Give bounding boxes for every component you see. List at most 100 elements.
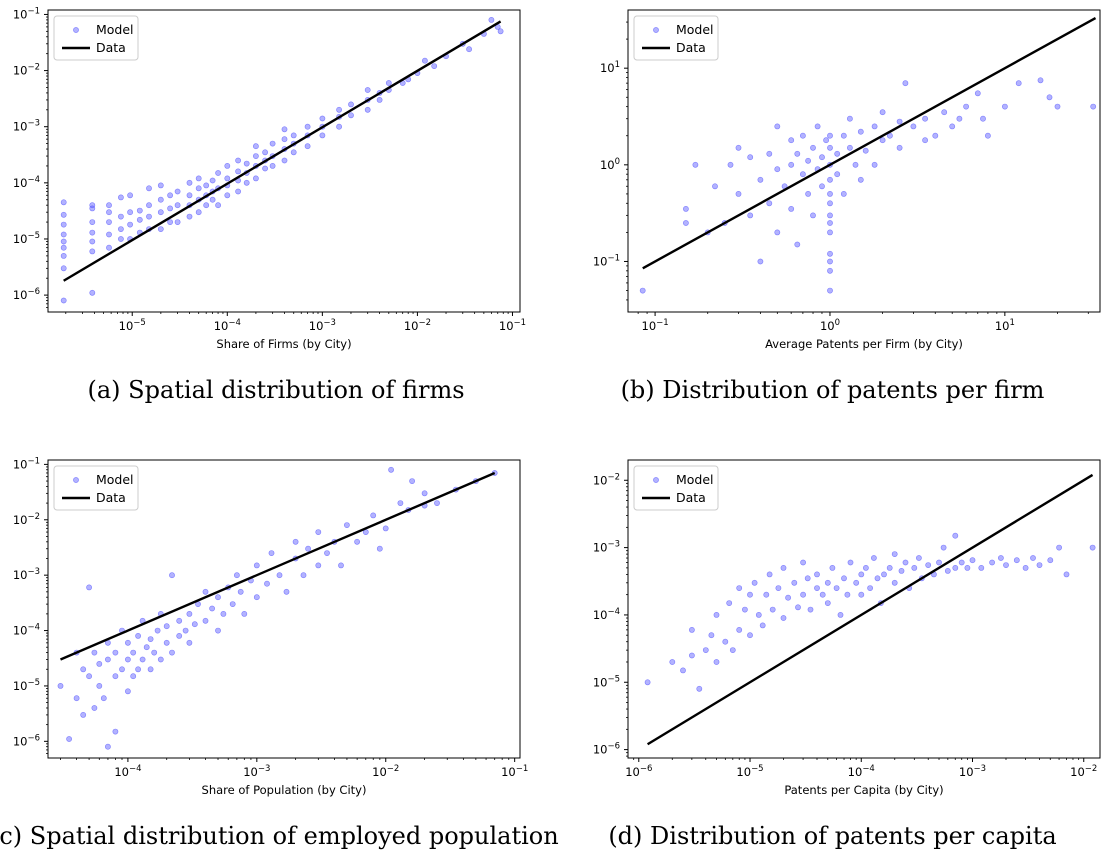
model-point [106, 202, 112, 209]
model-point [829, 565, 836, 571]
model-point [827, 144, 833, 151]
model-point [305, 545, 311, 552]
model-point [370, 512, 377, 519]
caption-b: (b) Distribution of patents per firm [620, 376, 1045, 404]
model-point [215, 594, 221, 601]
model-point [106, 219, 112, 225]
model-point [810, 144, 816, 151]
model-point [833, 585, 840, 591]
model-point [431, 63, 438, 69]
model-points [639, 77, 1097, 294]
model-point [980, 115, 986, 122]
y-tick-label: 10−1 [13, 6, 40, 21]
x-tick-label: 10−4 [214, 318, 241, 333]
model-point [936, 559, 942, 566]
model-point [182, 627, 189, 634]
model-point [169, 649, 175, 656]
model-point [1003, 562, 1009, 568]
chart-b: 10−1 100 101 10−1 100 101 Average Patents per … [593, 9, 1101, 351]
model-point [60, 238, 67, 245]
model-point [91, 649, 98, 656]
model-point [163, 639, 170, 646]
y-tick-label: 10−3 [13, 567, 40, 582]
y-tick-label: 10−2 [593, 472, 620, 487]
model-point [186, 610, 193, 617]
legend-model-label: Model [676, 22, 714, 37]
y-tick-label: 10−4 [13, 175, 40, 190]
model-point [147, 636, 154, 642]
legend: Model Data [53, 465, 139, 511]
model-point [252, 175, 259, 182]
model-point [766, 150, 773, 157]
model-point [106, 209, 112, 216]
caption-c: (c) Spatial distribution of employed pop… [0, 822, 559, 850]
model-point [969, 557, 976, 564]
model-point [382, 525, 389, 532]
y-tick-label: 10−6 [13, 733, 40, 748]
model-point [262, 165, 268, 172]
model-point [886, 565, 893, 571]
model-point [852, 161, 859, 168]
model-point [488, 16, 495, 23]
model-point [834, 150, 841, 157]
model-point [119, 666, 125, 673]
legend-model-marker [653, 477, 659, 483]
model-point [304, 143, 311, 150]
model-point [253, 562, 260, 569]
model-point [794, 241, 801, 248]
model-point [336, 123, 342, 130]
model-point [60, 297, 67, 304]
model-point [870, 555, 877, 561]
model-point [827, 200, 833, 207]
y-tick-label: 10−1 [13, 456, 40, 471]
model-point [96, 660, 103, 667]
panel-b: 10−1 100 101 10−1 100 101 Average Patents per … [560, 0, 1105, 410]
model-point [879, 137, 886, 144]
x-tick-label: 10−4 [114, 764, 141, 779]
model-point [157, 656, 164, 663]
model-point [741, 606, 748, 613]
model-point [336, 106, 342, 113]
model-point [823, 137, 829, 144]
model-point [827, 132, 833, 139]
model-point [186, 639, 193, 646]
model-point [819, 154, 825, 161]
model-point [466, 46, 472, 53]
model-point [680, 667, 686, 674]
model-point [157, 209, 164, 216]
model-point [60, 265, 67, 272]
legend-model-marker [653, 27, 659, 33]
model-point [956, 115, 963, 122]
model-point [174, 219, 181, 225]
model-point [925, 562, 932, 568]
model-point [276, 572, 283, 579]
model-point [886, 132, 893, 139]
x-tick-label: 10−3 [959, 764, 986, 779]
model-point [735, 144, 742, 151]
model-point [300, 572, 307, 579]
model-point [202, 617, 209, 624]
model-point [195, 175, 202, 182]
x-tick-label: 10−1 [642, 318, 669, 333]
model-point [89, 289, 96, 296]
legend: Model Data [633, 15, 719, 61]
model-point [118, 226, 124, 232]
model-point [105, 656, 111, 663]
model-point [827, 190, 833, 197]
model-point [315, 562, 322, 569]
model-point [203, 182, 210, 189]
model-point [941, 109, 948, 116]
model-point [315, 529, 322, 535]
model-point [747, 154, 754, 161]
model-point [224, 192, 231, 199]
model-point [759, 622, 766, 629]
model-point [1013, 557, 1020, 564]
model-point [66, 736, 72, 742]
y-tick-label: 10−4 [593, 607, 620, 622]
model-point [364, 106, 371, 113]
x-tick-label: 10−3 [309, 318, 336, 333]
model-point [1001, 103, 1008, 110]
model-point [233, 572, 240, 579]
model-point [139, 656, 146, 663]
x-axis-label: Share of Population (by City) [202, 783, 367, 797]
